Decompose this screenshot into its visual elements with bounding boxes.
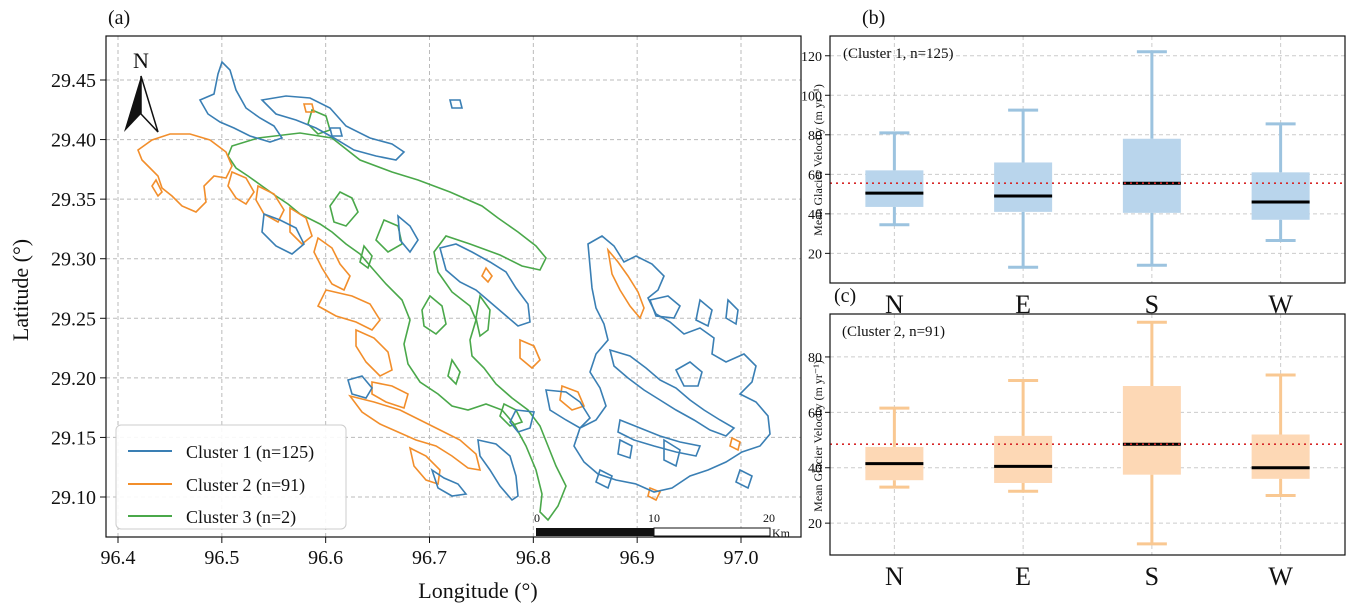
map-xtick-label: 97.0 [724, 547, 759, 569]
map-legend-box [115, 424, 347, 530]
scale-bar-label-20: 20 [763, 511, 775, 525]
legend-label-cluster-2: Cluster 2 (n=91) [186, 475, 305, 496]
boxplot-c-ylabel: Mean Glacier Velocity (m yr⁻¹) [811, 360, 825, 512]
scale-bar-label-0: 0 [534, 511, 540, 525]
north-arrow-left-half [124, 76, 141, 132]
boxplot-box-S [1122, 138, 1181, 213]
boxplot-ytick-label: 100 [801, 89, 822, 104]
map-legend: Cluster 1 (n=125) Cluster 2 (n=91) Clust… [115, 424, 347, 530]
map-xlabel: Longitude (°) [418, 578, 537, 603]
map-ytick-label: 29.30 [51, 249, 96, 271]
legend-label-cluster-3: Cluster 3 (n=2) [186, 507, 296, 528]
boxplot-category-label: S [1145, 290, 1159, 319]
map-ylabel: Latitude (°) [8, 239, 33, 341]
map-xtick-label: 96.4 [101, 547, 136, 569]
panel-a-label: (a) [108, 7, 130, 29]
map-axes-frame [105, 35, 802, 538]
boxplot-box-N [865, 170, 924, 207]
map-xtick-label: 96.9 [620, 547, 655, 569]
boxplot-category-label: S [1145, 562, 1159, 591]
boxplot-ytick-label: 80 [808, 351, 822, 366]
boxplot-ytick-label: 80 [808, 129, 822, 144]
boxplot-ytick-label: 60 [808, 406, 822, 421]
boxplot-category-label: N [885, 290, 904, 319]
scale-bar: 0 10 20 Km [534, 511, 791, 540]
map-ytick-label: 29.15 [51, 427, 96, 449]
boxplot-box-W [1251, 434, 1310, 479]
cluster-2-outlines [137, 103, 741, 502]
scale-bar-unit: Km [772, 526, 791, 540]
boxplot-b-frame [829, 35, 1346, 284]
boxplot-ytick-label: 60 [808, 168, 822, 183]
boxplot-b-annotation: (Cluster 1, n=125) [843, 46, 954, 62]
map-glacier-outlines [137, 60, 771, 522]
panel-c-label: (c) [834, 285, 856, 307]
cluster-1-outlines [198, 60, 771, 502]
legend-label-cluster-1: Cluster 1 (n=125) [186, 442, 314, 463]
north-arrow-label: N [133, 48, 149, 73]
map-xtick-label: 96.5 [204, 547, 239, 569]
boxplot-box-S [1122, 386, 1181, 475]
boxplot-box-E [994, 435, 1053, 483]
map-ticks: 96.4 96.5 96.6 96.7 96.8 96.9 97.0 29.45 29.40 29… [51, 70, 759, 569]
map-ytick-label: 29.10 [51, 487, 96, 509]
map-xtick-label: 96.8 [516, 547, 551, 569]
scale-bar-white-segment [653, 527, 771, 537]
boxplot-category-label: E [1015, 562, 1031, 591]
map-ytick-label: 29.35 [51, 189, 96, 211]
boxplot-ytick-label: 40 [808, 208, 822, 223]
boxplot-box-E [994, 162, 1053, 212]
map-xtick-label: 96.6 [308, 547, 343, 569]
boxplot-category-label: E [1015, 290, 1031, 319]
boxplot-category-label: N [885, 562, 904, 591]
boxplot-ytick-label: 40 [808, 462, 822, 477]
north-arrow-right-half [140, 75, 159, 133]
boxplot-c-frame [829, 313, 1346, 556]
boxplot-category-label: W [1268, 562, 1293, 591]
boxplot-ytick-label: 20 [808, 247, 822, 262]
panel-b-label: (b) [862, 7, 885, 29]
boxplot-panel-c: (c) 20 40 60 80 N E S W (Cluster 2, n=91) Mean … [808, 285, 1346, 591]
scale-bar-black-segment [536, 528, 654, 536]
boxplot-c-content: 20 40 60 80 N E S W [808, 314, 1345, 591]
map-ytick-label: 29.45 [51, 70, 96, 92]
map-xtick-label: 96.7 [412, 547, 447, 569]
boxplot-c-annotation: (Cluster 2, n=91) [842, 324, 945, 340]
map-ytick-label: 29.25 [51, 308, 96, 330]
boxplot-box-W [1251, 172, 1310, 220]
map-panel: (a) [8, 7, 802, 603]
map-ytick-label: 29.20 [51, 368, 96, 390]
boxplot-b-ylabel: Mean Glacier Velocity (m yr⁻¹) [811, 84, 825, 236]
north-arrow: N [124, 48, 159, 133]
boxplot-ytick-label: 120 [801, 50, 822, 65]
boxplot-ytick-label: 20 [808, 517, 822, 532]
scale-bar-label-10: 10 [648, 511, 660, 525]
map-ytick-label: 29.40 [51, 130, 96, 152]
